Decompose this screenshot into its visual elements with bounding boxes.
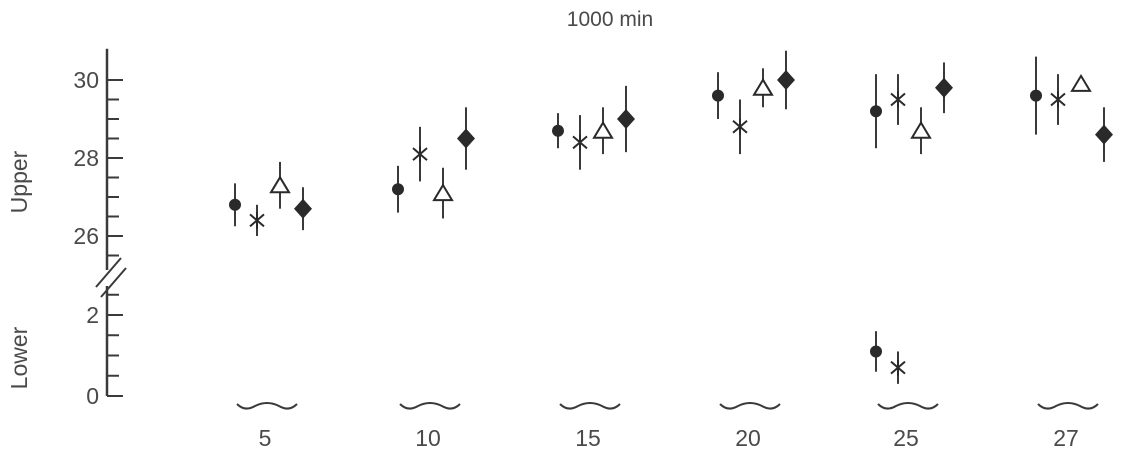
x-tick-label: 20: [735, 425, 761, 451]
axis-break-mark: [95, 257, 127, 298]
x-axis: 5 10 15 20 25 27: [236, 402, 1099, 451]
data-point-filled-circle: [870, 74, 882, 149]
data-point-filled-circle: [229, 183, 241, 227]
data-point-open-triangle: [910, 107, 932, 155]
data-point-asterisk: [412, 126, 428, 182]
data-point-filled-diamond: [294, 187, 312, 231]
data-point-asterisk: [890, 74, 906, 125]
x-tick-label: 5: [259, 425, 272, 451]
y-tick-label: 30: [73, 67, 99, 93]
data-point-filled-diamond: [777, 50, 795, 110]
x-tick-label: 25: [893, 425, 919, 451]
data-points: [229, 50, 1113, 384]
data-point-filled-circle: [552, 113, 564, 149]
data-point-asterisk: [249, 204, 265, 236]
y-axis: [95, 48, 127, 396]
x-group-brace: [719, 402, 781, 410]
data-point-filled-circle: [870, 331, 882, 372]
data-point-filled-circle: [712, 72, 724, 119]
data-point-filled-diamond: [1095, 107, 1113, 162]
data-point-open-triangle: [592, 107, 614, 155]
data-point-filled-circle: [392, 165, 404, 213]
data-point-filled-circle: [1030, 56, 1042, 135]
x-tick-label: 10: [415, 425, 441, 451]
data-point-open-triangle: [432, 167, 454, 219]
data-point-open-triangle: [1070, 73, 1092, 92]
data-point-filled-diamond: [935, 62, 953, 114]
data-point-asterisk: [1050, 74, 1066, 125]
data-point-open-triangle: [269, 161, 291, 209]
x-tick-label: 15: [575, 425, 601, 451]
data-point-filled-diamond: [457, 107, 475, 170]
data-point-asterisk: [732, 99, 748, 155]
y-tick-label: 28: [73, 145, 99, 171]
x-group-brace: [877, 402, 939, 410]
data-point-asterisk: [572, 115, 588, 170]
y-tick-label: 26: [73, 223, 99, 249]
y-tick-label: 2: [86, 302, 99, 328]
y-tick-label: 0: [86, 383, 99, 409]
chart-title: 1000 min: [567, 8, 653, 31]
x-group-brace: [236, 402, 298, 410]
x-tick-label: 27: [1053, 425, 1079, 451]
data-point-asterisk: [890, 351, 906, 384]
y-axis-label-upper: Upper: [6, 150, 32, 213]
x-group-brace: [399, 402, 461, 410]
data-point-open-triangle: [752, 68, 774, 108]
data-point-filled-diamond: [617, 85, 635, 153]
y-axis-ticks: 26 28 30 0 2: [73, 67, 123, 409]
x-group-brace: [559, 402, 621, 410]
y-axis-label-lower: Lower: [6, 326, 32, 389]
x-group-brace: [1037, 402, 1099, 410]
